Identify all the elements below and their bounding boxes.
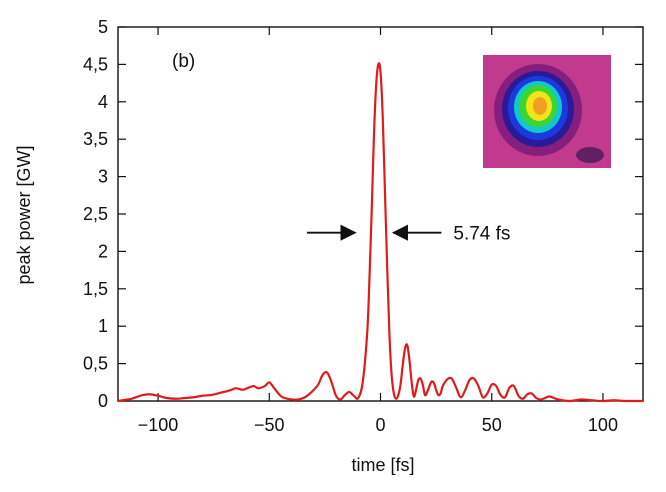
- y-tick-label: 1: [98, 316, 108, 336]
- x-axis-ticks: −100 −50 0 50 100: [138, 27, 618, 435]
- x-tick-label: 0: [375, 415, 385, 435]
- y-tick-label: 3,5: [83, 129, 108, 149]
- x-tick-label: −50: [254, 415, 285, 435]
- y-tick-label: 0: [98, 391, 108, 411]
- panel-label: (b): [172, 51, 195, 72]
- y-tick-label: 0,5: [83, 354, 108, 374]
- x-tick-label: 100: [588, 415, 618, 435]
- beam-profile-inset: [483, 55, 611, 168]
- y-tick-label: 4: [98, 92, 108, 112]
- fwhm-label: 5.74 fs: [453, 224, 510, 245]
- y-axis-label: peak power [GW]: [14, 145, 34, 284]
- y-axis-ticks: 0 0,5 1 1,5 2 2,5 3 3,5 4 4,5 5: [83, 17, 643, 411]
- y-tick-label: 1,5: [83, 279, 108, 299]
- y-tick-label: 5: [98, 17, 108, 37]
- series-line-peak-power: [117, 62, 643, 403]
- x-tick-label: 50: [482, 415, 502, 435]
- x-tick-label: −100: [138, 415, 179, 435]
- y-tick-label: 3: [98, 167, 108, 187]
- y-tick-label: 4,5: [83, 54, 108, 74]
- y-tick-label: 2,5: [83, 204, 108, 224]
- y-tick-label: 2: [98, 241, 108, 261]
- x-axis-label: time [fs]: [351, 455, 414, 475]
